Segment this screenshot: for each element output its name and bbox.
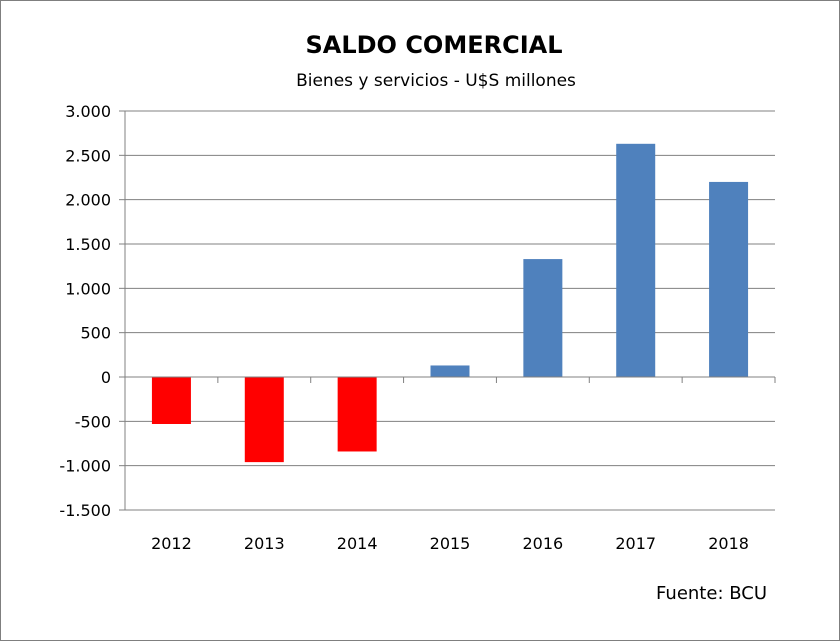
- y-tick-label: -500: [75, 412, 111, 431]
- y-tick-label: -1.500: [59, 501, 111, 520]
- x-tick-label: 2017: [615, 534, 656, 553]
- bar-2013: [244, 377, 284, 463]
- bar-2012: [151, 377, 191, 424]
- x-tick-label: 2015: [430, 534, 471, 553]
- source-note: Fuente: BCU: [656, 583, 767, 604]
- chart-title: SALDO COMERCIAL: [305, 31, 563, 59]
- bar-2015: [430, 365, 470, 377]
- bar-2017: [616, 143, 656, 377]
- x-tick-label: 2013: [244, 534, 285, 553]
- x-tick-label: 2014: [337, 534, 378, 553]
- y-tick-label: 2.000: [65, 191, 111, 210]
- x-tick-label: 2016: [522, 534, 563, 553]
- y-tick-label: 1.000: [65, 279, 111, 298]
- x-tick-label: 2012: [151, 534, 192, 553]
- y-tick-label: 1.500: [65, 235, 111, 254]
- bar-2014: [337, 377, 377, 452]
- y-tick-label: 0: [101, 368, 111, 387]
- y-tick-label: 2.500: [65, 146, 111, 165]
- y-tick-label: 500: [80, 324, 111, 343]
- chart-subtitle: Bienes y servicios - U$S millones: [296, 71, 576, 91]
- x-tick-label: 2018: [708, 534, 749, 553]
- y-tick-label: -1.000: [59, 457, 111, 476]
- y-tick-label: 3.000: [65, 102, 111, 121]
- bar-2018: [709, 181, 749, 377]
- bar-2016: [523, 259, 563, 377]
